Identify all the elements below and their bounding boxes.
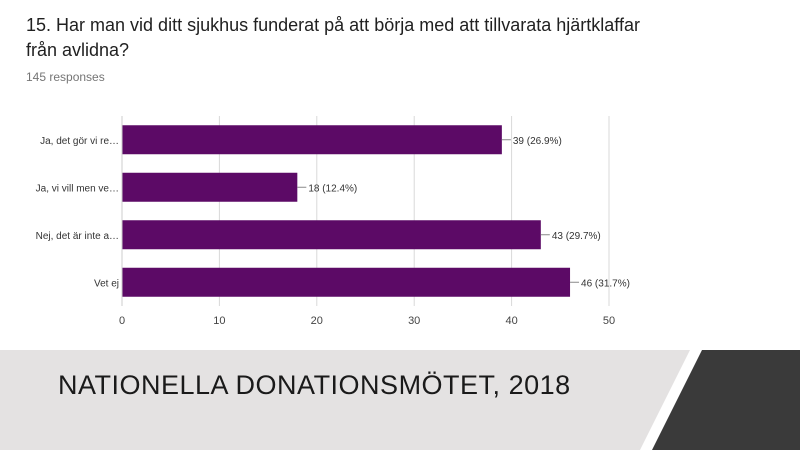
- x-tick-label: 20: [311, 315, 323, 327]
- category-label: Vet ej: [94, 278, 119, 289]
- x-tick-label: 0: [119, 315, 125, 327]
- x-tick-label: 40: [505, 315, 517, 327]
- bar-chart: 0 10 20 30 40 50 Ja, det gör vi re… 39 (26.9%) J…: [36, 116, 630, 327]
- data-label: 43 (29.7%): [552, 231, 601, 242]
- category-label: Ja, det gör vi re…: [40, 136, 119, 147]
- bar: [122, 172, 298, 202]
- bar: [122, 220, 541, 250]
- data-label: 18 (12.4%): [308, 183, 357, 194]
- question-title: 15. Har man vid ditt sjukhus funderat på…: [26, 15, 640, 60]
- bar: [122, 267, 571, 297]
- x-tick-label: 50: [603, 315, 615, 327]
- data-label: 39 (26.9%): [513, 136, 562, 147]
- footer-title: NATIONELLA DONATIONSMÖTET, 2018: [58, 370, 571, 400]
- response-count: 145 responses: [26, 70, 105, 84]
- category-label: Ja, vi vill men ve…: [36, 183, 119, 194]
- x-tick-label: 10: [213, 315, 225, 327]
- category-label: Nej, det är inte a…: [36, 231, 119, 242]
- bar: [122, 125, 502, 155]
- x-tick-label: 30: [408, 315, 420, 327]
- data-label: 46 (31.7%): [581, 278, 630, 289]
